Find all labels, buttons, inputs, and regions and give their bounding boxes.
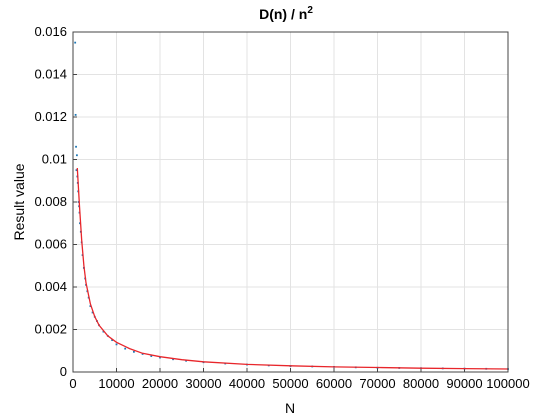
x-tick-label: 70000: [359, 376, 395, 391]
y-tick-label: 0.012: [34, 109, 67, 124]
data-point: [115, 343, 118, 346]
x-tick-label: 100000: [486, 376, 529, 391]
x-axis: 0 10000 20000 30000 40000 50000 60000 70000 8000…: [69, 368, 530, 391]
data-point: [75, 145, 77, 148]
x-tick-label: 20000: [142, 376, 178, 391]
x-tick-label: 0: [69, 376, 76, 391]
chart-title-superscript: 2: [307, 5, 313, 16]
data-point: [124, 347, 127, 350]
data-point: [159, 356, 161, 359]
data-point: [74, 41, 77, 44]
data-point: [89, 305, 92, 308]
data-point: [133, 350, 135, 353]
y-tick-label: 0.002: [34, 322, 67, 337]
data-point: [91, 311, 94, 314]
x-tick-label: 80000: [403, 376, 439, 391]
x-tick-label: 30000: [185, 376, 221, 391]
y-tick-label: 0.006: [34, 237, 67, 252]
x-tick-label: 90000: [446, 376, 482, 391]
data-point: [150, 355, 153, 357]
x-tick-label: 60000: [316, 376, 352, 391]
data-point: [102, 330, 105, 333]
y-tick-label: 0: [60, 364, 67, 379]
y-axis-title: Result value: [11, 163, 27, 240]
data-point: [74, 113, 77, 116]
plot-frame: [72, 31, 509, 373]
fit-line: [76, 167, 509, 370]
x-tick-label: 10000: [98, 376, 134, 391]
data-point: [75, 169, 78, 172]
data-point: [76, 154, 78, 157]
y-axis: 0 0.002 0.004 0.006 0.008 0.01 0.012 0.014 0.016: [34, 24, 77, 379]
y-tick-label: 0.004: [34, 279, 67, 294]
data-point: [172, 358, 174, 361]
x-tick-label: 50000: [272, 376, 308, 391]
y-tick-label: 0.008: [34, 194, 67, 209]
y-tick-label: 0.016: [34, 24, 67, 39]
y-tick-label: 0.014: [34, 67, 67, 82]
x-axis-title: N: [285, 400, 295, 416]
y-tick-label: 0.01: [42, 152, 67, 167]
chart-title: D(n) / n2: [259, 5, 313, 22]
data-point: [111, 339, 114, 342]
x-tick-label: 40000: [229, 376, 265, 391]
